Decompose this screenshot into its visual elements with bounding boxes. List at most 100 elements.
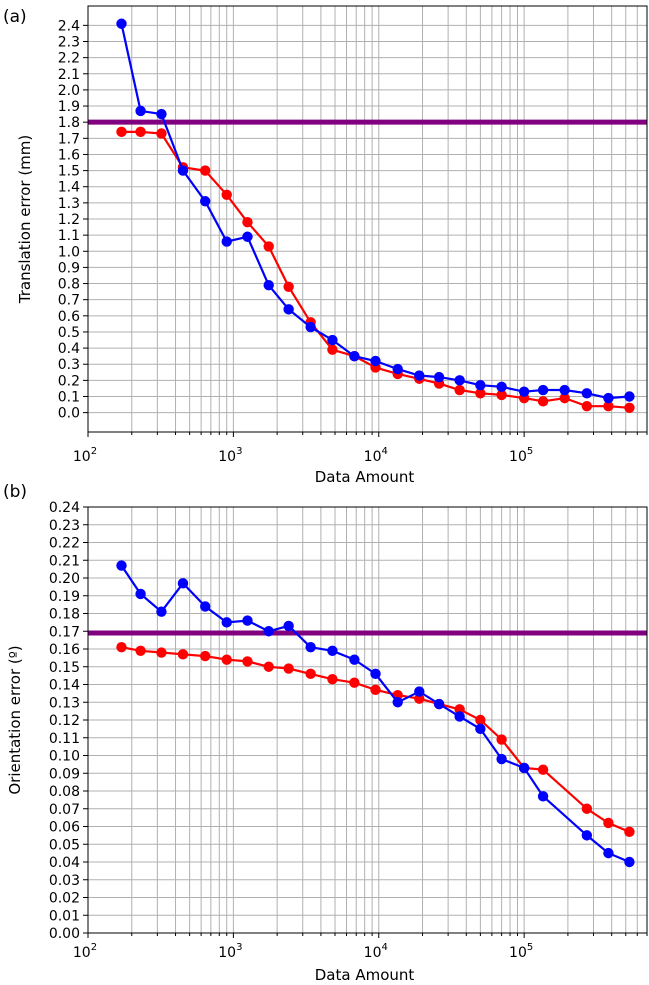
y-tick-label: 0.8 [58, 277, 80, 293]
data-point [156, 647, 167, 658]
y-tick-label: 0.10 [49, 749, 80, 765]
y-tick-label: 0.14 [49, 678, 80, 694]
data-point [518, 386, 530, 397]
y-tick-label: 0.23 [49, 518, 80, 534]
x-tick-base: 10 [509, 449, 527, 465]
data-point [370, 684, 381, 696]
x-tick-base: 10 [218, 945, 236, 961]
x-axis-label: Data Amount [315, 468, 415, 486]
y-tick-label: 0.18 [49, 607, 80, 623]
data-point [454, 375, 465, 386]
y-tick-label: 1.7 [58, 131, 80, 147]
x-tick-base: 10 [73, 945, 91, 961]
data-point [581, 400, 593, 412]
x-tick-base: 10 [364, 449, 382, 465]
y-tick-label: 0.11 [49, 731, 80, 747]
x-tick-label: 102 [73, 942, 97, 961]
data-point [263, 661, 274, 672]
data-point [581, 803, 593, 814]
y-tick-label: 0.17 [49, 624, 80, 640]
data-point [177, 578, 189, 589]
y-tick-label: 0.0 [58, 406, 80, 422]
data-point [242, 231, 253, 242]
y-tick-label: 2.0 [58, 83, 80, 99]
data-point [135, 126, 146, 138]
data-point [475, 380, 486, 391]
x-tick-exponent: 3 [236, 942, 242, 953]
chart-panel-a: 0.00.10.20.30.40.50.60.70.80.91.01.11.21… [3, 5, 648, 486]
y-tick-label: 2.1 [58, 67, 80, 83]
y-tick-label: 0.13 [49, 695, 80, 711]
data-point [116, 560, 127, 571]
data-point [414, 370, 425, 381]
y-tick-label: 1.2 [58, 212, 80, 228]
data-point [221, 617, 232, 628]
data-point [454, 384, 465, 396]
data-point [496, 734, 507, 745]
x-tick-exponent: 4 [381, 942, 387, 953]
x-tick-exponent: 5 [527, 446, 533, 457]
data-point [496, 389, 507, 401]
data-point [475, 723, 486, 735]
panel-label: (a) [3, 7, 27, 27]
data-point [624, 856, 635, 868]
data-point [221, 189, 232, 200]
y-tick-label: 2.2 [58, 51, 80, 67]
y-tick-label: 0.2 [58, 373, 80, 389]
data-point [327, 334, 338, 346]
data-point [603, 400, 614, 412]
data-point [305, 642, 316, 653]
x-tick-exponent: 2 [91, 942, 97, 953]
data-point [537, 396, 549, 407]
data-point [177, 649, 189, 660]
data-point [116, 126, 127, 138]
data-point [263, 279, 274, 291]
data-point [537, 764, 549, 775]
y-tick-label: 0.02 [49, 891, 80, 907]
chart-panel-b: 0.00 0.010.02 0.03 0.04 0.050.06 0.07 0.08 0.09… [3, 482, 648, 984]
data-point [327, 673, 338, 685]
y-tick-label: 0.07 [49, 802, 80, 818]
x-tick-label: 104 [364, 446, 388, 465]
x-tick-label: 104 [364, 942, 388, 961]
y-tick-label: 2.4 [58, 18, 80, 34]
data-point [475, 388, 486, 399]
data-point [433, 371, 445, 383]
data-point [392, 363, 403, 375]
y-tick-label: 0.5 [58, 325, 80, 341]
y-tick-label: 0.16 [49, 642, 80, 658]
y-axis-label: Orientation error (º) [6, 645, 24, 794]
data-point [349, 677, 360, 688]
data-point [433, 698, 445, 710]
y-tick-label: 0.01 [49, 908, 80, 924]
y-tick-label: 0.03 [49, 873, 80, 889]
y-tick-label: 1.0 [58, 244, 80, 260]
data-point [283, 304, 294, 315]
y-tick-label: 0.3 [58, 357, 80, 373]
data-point [559, 384, 570, 396]
data-point [537, 384, 549, 396]
data-point [200, 601, 211, 612]
data-point [116, 642, 127, 653]
data-point [283, 620, 294, 632]
y-tick-label: 0.19 [49, 589, 80, 605]
y-tick-label: 0.22 [49, 536, 80, 552]
x-tick-label: 103 [218, 446, 242, 465]
data-point [177, 165, 189, 176]
data-point [242, 217, 253, 228]
series-blue-line [120, 23, 630, 400]
data-point [305, 668, 316, 680]
x-tick-base: 10 [509, 945, 527, 961]
data-point [242, 656, 253, 667]
data-point [624, 391, 635, 402]
data-point [603, 817, 614, 829]
data-point [454, 711, 465, 722]
data-point [414, 686, 425, 697]
data-point [200, 650, 211, 662]
data-point [200, 165, 211, 176]
y-tick-label: 0.7 [58, 293, 80, 309]
y-tick-label: 0.12 [49, 713, 80, 729]
data-point [327, 645, 338, 656]
data-point [242, 615, 253, 626]
data-point [349, 350, 360, 362]
